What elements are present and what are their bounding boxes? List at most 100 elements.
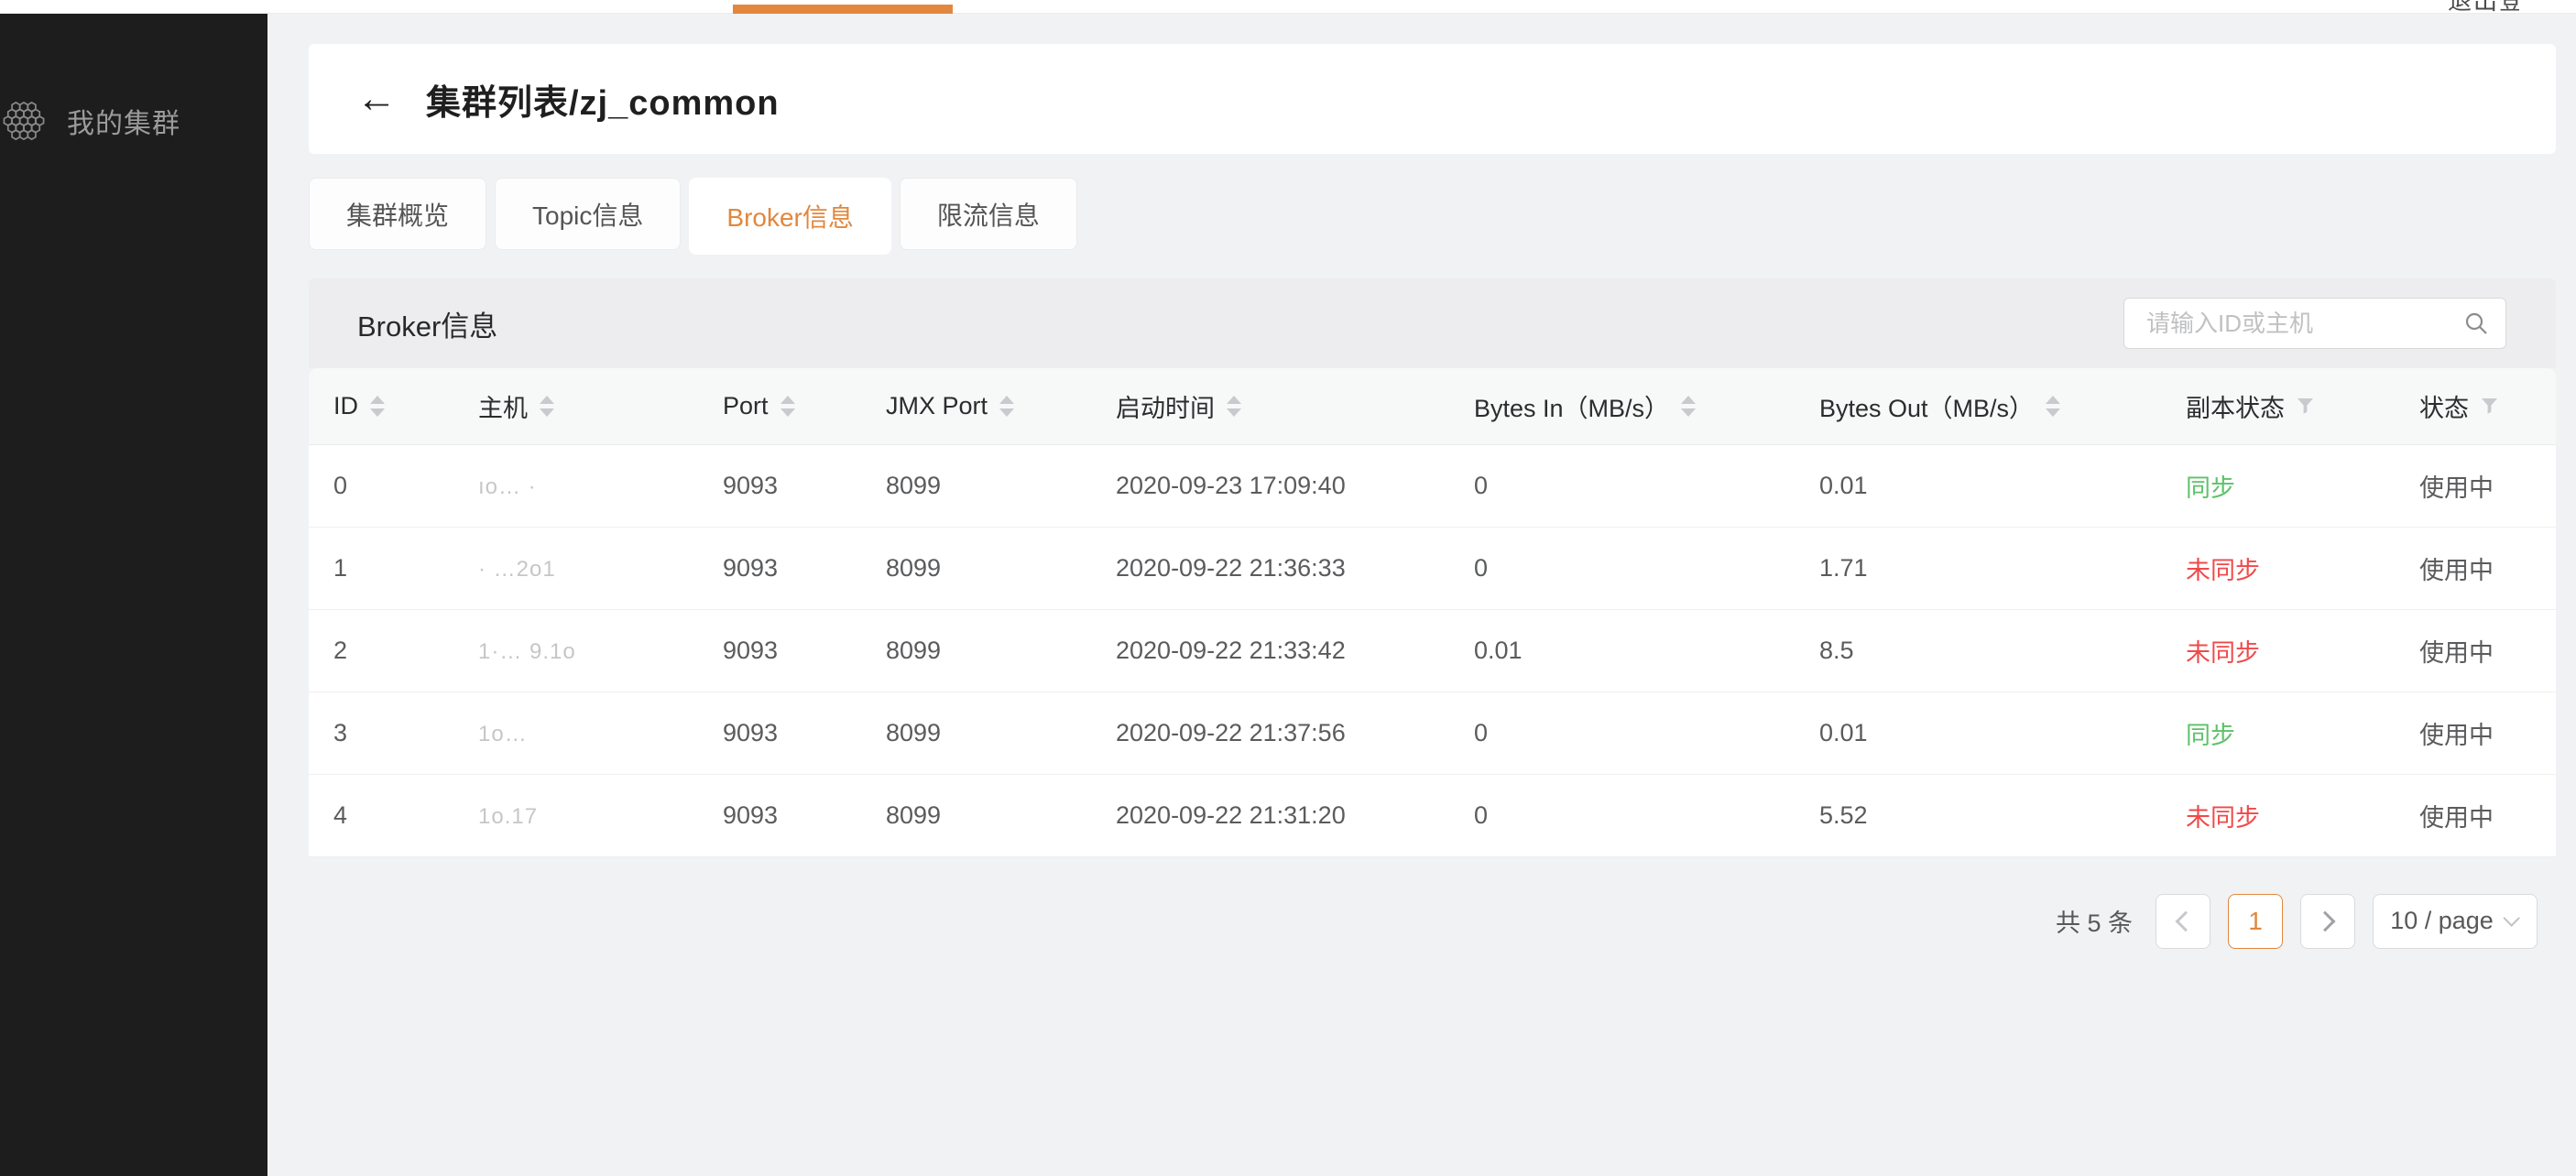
cell-bytes-in: 0 (1449, 691, 1795, 775)
cell-jmx-port: 8099 (861, 444, 1091, 528)
cell-id: 3 (309, 691, 453, 775)
cell-id: 0 (309, 444, 453, 528)
sorter-icon (2046, 395, 2061, 417)
chevron-right-icon (2314, 910, 2336, 931)
tab-throttle-info[interactable]: 限流信息 (899, 178, 1077, 250)
sidebar-item-label: 我的集群 (67, 109, 180, 139)
search-icon[interactable] (2463, 310, 2489, 336)
cell-host: ıo… · (453, 444, 698, 528)
search-box (2123, 298, 2506, 349)
pagination-page-1-button[interactable]: 1 (2228, 893, 2283, 949)
honeycomb-icon (3, 101, 45, 141)
tab-cluster-overview[interactable]: 集群概览 (309, 178, 487, 250)
cell-bytes-out: 8.5 (1795, 609, 2161, 692)
cell-status: 使用中 (2395, 527, 2556, 610)
table-row: 4 1o.17 9093 8099 2020-09-22 21:31:20 0 … (309, 774, 2556, 857)
cell-status: 使用中 (2395, 444, 2556, 528)
column-header-bytes_in[interactable]: Bytes In（MB/s） (1449, 368, 1795, 445)
cell-bytes-out: 0.01 (1795, 691, 2161, 775)
column-label: 副本状态 (2186, 394, 2285, 422)
cell-bytes-out: 1.71 (1795, 527, 2161, 610)
active-nav-tab-indicator (733, 5, 953, 14)
page-size-select[interactable]: 10 / page (2373, 893, 2538, 949)
cell-port: 9093 (698, 609, 861, 692)
page-title: 集群列表/zj_common (426, 83, 780, 123)
redacted-host-text: 1o.17 (478, 803, 539, 829)
table-row: 2 1·… 9.1o 9093 8099 2020-09-22 21:33:42… (309, 609, 2556, 692)
sidebar: 我的集群 (0, 14, 267, 1176)
sorter-icon (540, 395, 554, 417)
pagination-next-button[interactable] (2300, 893, 2355, 949)
page-header-card: ← 集群列表/zj_common (309, 44, 2556, 154)
table-body: 0 ıo… · 9093 8099 2020-09-23 17:09:40 0 … (309, 444, 2556, 857)
broker-table: ID 主机 Port JMX Port 启动时间 Bytes In（M (309, 368, 2556, 857)
column-header-bytes_out[interactable]: Bytes Out（MB/s） (1795, 368, 2161, 445)
cell-id: 1 (309, 527, 453, 610)
pagination: 共 5 条 1 10 / page (309, 893, 2556, 949)
cell-bytes-in: 0.01 (1449, 609, 1795, 692)
column-label: 主机 (478, 394, 528, 422)
cell-host: · …2o1 (453, 527, 698, 610)
column-header-status[interactable]: 状态 (2395, 368, 2556, 445)
tab-topic-info[interactable]: Topic信息 (495, 178, 682, 250)
cell-id: 4 (309, 774, 453, 857)
search-input[interactable] (2145, 308, 2463, 339)
sorter-icon (370, 395, 385, 417)
cell-port: 9093 (698, 691, 861, 775)
cell-port: 9093 (698, 774, 861, 857)
redacted-host-text: ıo… · (478, 474, 537, 499)
sorter-icon (1681, 395, 1697, 417)
column-header-jmx_port[interactable]: JMX Port (861, 368, 1091, 445)
cell-start-time: 2020-09-23 17:09:40 (1091, 444, 1449, 528)
table-row: 0 ıo… · 9093 8099 2020-09-23 17:09:40 0 … (309, 444, 2556, 528)
cell-host: 1o.17 (453, 774, 698, 857)
cell-host: 1o… (453, 691, 698, 775)
chevron-down-icon (2503, 909, 2520, 927)
sidebar-item-my-clusters[interactable]: 我的集群 (0, 101, 267, 141)
page-size-value: 10 / page (2390, 907, 2494, 934)
cell-replica-status: 未同步 (2161, 527, 2395, 610)
column-label: JMX Port (886, 391, 988, 419)
cell-start-time: 2020-09-22 21:36:33 (1091, 527, 1449, 610)
panel-title: Broker信息 (357, 310, 498, 343)
cell-jmx-port: 8099 (861, 527, 1091, 610)
pagination-total: 共 5 条 (2055, 909, 2133, 937)
column-header-port[interactable]: Port (698, 368, 861, 445)
table-row: 3 1o… 9093 8099 2020-09-22 21:37:56 0 0.… (309, 691, 2556, 775)
column-label: 状态 (2419, 394, 2469, 422)
navbar-right-clipped-text[interactable]: 退出登录 (2448, 0, 2519, 14)
column-label: Bytes In（MB/s） (1474, 394, 1670, 422)
back-button[interactable]: ← (351, 73, 402, 125)
tab-broker-info[interactable]: Broker信息 (689, 178, 891, 255)
cell-status: 使用中 (2395, 609, 2556, 692)
broker-panel-toolbar: Broker信息 (309, 278, 2556, 368)
table-row: 1 · …2o1 9093 8099 2020-09-22 21:36:33 0… (309, 527, 2556, 610)
replica-status-badge: 未同步 (2186, 556, 2260, 584)
cell-start-time: 2020-09-22 21:33:42 (1091, 609, 1449, 692)
column-header-start_time[interactable]: 启动时间 (1091, 368, 1449, 445)
cell-start-time: 2020-09-22 21:31:20 (1091, 774, 1449, 857)
main-content: ← 集群列表/zj_common 集群概览 Topic信息 Broker信息 限流信息… (267, 14, 2576, 1176)
tabs: 集群概览 Topic信息 Broker信息 限流信息 (309, 178, 2556, 255)
column-header-host[interactable]: 主机 (453, 368, 698, 445)
filter-icon (2298, 398, 2313, 415)
cell-replica-status: 同步 (2161, 444, 2395, 528)
tab-label: Broker信息 (726, 203, 854, 232)
replica-status-badge: 同步 (2186, 474, 2235, 502)
cell-bytes-in: 0 (1449, 527, 1795, 610)
column-header-replica_status[interactable]: 副本状态 (2161, 368, 2395, 445)
replica-status-badge: 未同步 (2186, 803, 2260, 832)
cell-bytes-out: 0.01 (1795, 444, 2161, 528)
tab-label: 集群概览 (346, 201, 450, 230)
cell-replica-status: 未同步 (2161, 774, 2395, 857)
cell-jmx-port: 8099 (861, 609, 1091, 692)
column-header-id[interactable]: ID (309, 368, 453, 445)
table-header-row: ID 主机 Port JMX Port 启动时间 Bytes In（M (309, 368, 2556, 445)
sorter-icon (999, 395, 1015, 417)
cell-bytes-out: 5.52 (1795, 774, 2161, 857)
pagination-prev-button[interactable] (2156, 893, 2210, 949)
cell-bytes-in: 0 (1449, 444, 1795, 528)
cell-jmx-port: 8099 (861, 691, 1091, 775)
filter-icon (2482, 398, 2497, 415)
cell-port: 9093 (698, 527, 861, 610)
